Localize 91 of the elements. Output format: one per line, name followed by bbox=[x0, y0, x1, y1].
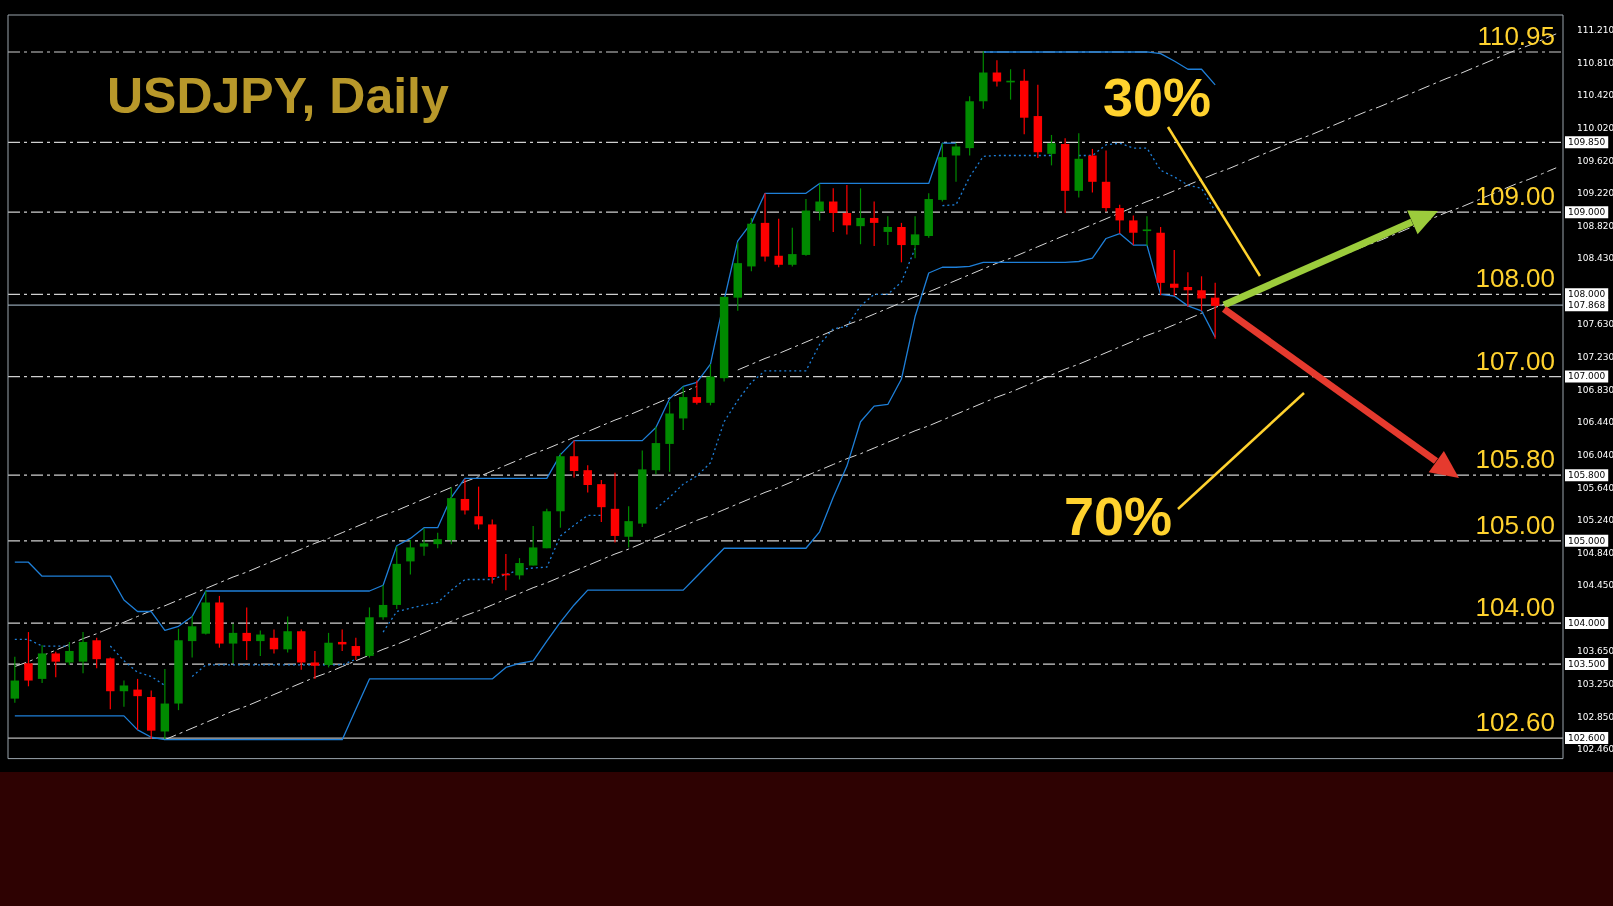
candlestick bbox=[1197, 275, 1206, 312]
candlestick bbox=[351, 637, 361, 661]
y-tick-label: 105.240 bbox=[1577, 515, 1613, 526]
candlestick bbox=[324, 632, 333, 668]
y-tick-label: 104.450 bbox=[1577, 580, 1613, 591]
candlestick bbox=[678, 385, 688, 431]
candlestick bbox=[883, 215, 893, 246]
y-tick-label: 105.640 bbox=[1577, 482, 1613, 493]
y-tick-label: 110.420 bbox=[1577, 89, 1613, 100]
ref-line-label: 105.000 bbox=[1568, 535, 1606, 546]
candlestick bbox=[119, 679, 129, 708]
y-tick-label: 102.460 bbox=[1577, 743, 1613, 754]
candlestick bbox=[515, 557, 524, 581]
candlestick bbox=[24, 631, 33, 687]
candlestick bbox=[78, 631, 88, 674]
y-tick-label: 108.430 bbox=[1577, 253, 1613, 264]
ref-line-label: 103.500 bbox=[1568, 658, 1606, 669]
annotation: 109.00 bbox=[1475, 181, 1555, 212]
y-tick-label: 109.220 bbox=[1577, 188, 1613, 199]
candlestick bbox=[51, 651, 60, 678]
candlestick bbox=[92, 637, 101, 669]
y-tick-label: 104.840 bbox=[1577, 548, 1613, 559]
candlestick bbox=[992, 59, 1002, 88]
candlestick bbox=[624, 505, 633, 549]
candlestick bbox=[406, 539, 415, 576]
candlestick bbox=[10, 656, 20, 704]
y-tick-label: 110.810 bbox=[1577, 57, 1613, 68]
candlestick bbox=[856, 187, 865, 245]
candlestick bbox=[569, 440, 579, 479]
annotation: 102.60 bbox=[1475, 707, 1555, 738]
candlestick bbox=[597, 479, 606, 523]
candlestick bbox=[774, 218, 783, 268]
y-tick-label: 103.250 bbox=[1577, 678, 1613, 689]
candlestick bbox=[65, 641, 74, 666]
candlestick bbox=[951, 142, 961, 183]
y-tick-label: 109.620 bbox=[1577, 155, 1613, 166]
candlestick bbox=[283, 615, 292, 654]
candlestick bbox=[1115, 204, 1124, 235]
candlestick bbox=[583, 464, 592, 493]
candlestick bbox=[474, 486, 483, 530]
y-tick-label: 107.630 bbox=[1577, 319, 1613, 330]
ref-line-label: 108.000 bbox=[1568, 289, 1606, 300]
candlestick bbox=[133, 678, 142, 731]
candlestick bbox=[1170, 249, 1179, 297]
annotation: 30% bbox=[1102, 66, 1212, 127]
candlestick bbox=[528, 525, 538, 567]
annotation: 104.00 bbox=[1475, 592, 1555, 623]
ref-line-label: 109.850 bbox=[1568, 137, 1606, 148]
candlestick bbox=[460, 478, 470, 516]
ref-line-label: 107.000 bbox=[1568, 371, 1606, 382]
candlestick bbox=[815, 182, 824, 222]
y-tick-label: 102.850 bbox=[1577, 711, 1613, 722]
ref-line-label: 104.000 bbox=[1568, 617, 1606, 628]
candlestick bbox=[869, 200, 879, 247]
candlestick bbox=[378, 584, 388, 621]
y-tick-label: 106.040 bbox=[1577, 449, 1613, 460]
candlestick bbox=[842, 184, 852, 235]
ref-line-label: 107.868 bbox=[1568, 300, 1606, 311]
candlestick bbox=[897, 222, 906, 263]
candlestick bbox=[788, 227, 797, 268]
candlestick bbox=[419, 527, 429, 557]
candlestick bbox=[269, 629, 279, 655]
y-tick-label: 107.230 bbox=[1577, 351, 1613, 362]
annotation: 107.00 bbox=[1475, 345, 1555, 376]
annotation: 70% bbox=[1063, 485, 1173, 546]
candlestick bbox=[829, 187, 838, 233]
candlestick bbox=[228, 623, 238, 664]
annotation: 105.00 bbox=[1475, 509, 1555, 540]
candlestick bbox=[1047, 134, 1056, 166]
candlestick bbox=[256, 629, 265, 657]
candlestick bbox=[310, 650, 320, 680]
candlestick bbox=[1129, 214, 1138, 246]
y-tick-label: 111.210 bbox=[1577, 24, 1613, 35]
y-tick-label: 106.440 bbox=[1577, 416, 1613, 427]
ref-line-label: 102.600 bbox=[1568, 732, 1606, 743]
y-tick-label: 106.830 bbox=[1577, 384, 1613, 395]
ref-line-label: 105.800 bbox=[1568, 469, 1606, 480]
annotation: 108.00 bbox=[1475, 263, 1555, 294]
y-tick-label: 110.020 bbox=[1577, 122, 1613, 133]
candlestick bbox=[692, 380, 702, 406]
ref-line-label: 109.000 bbox=[1568, 207, 1606, 218]
candlestick bbox=[910, 215, 920, 259]
text: USDJPY, Daily bbox=[107, 67, 450, 124]
y-tick-label: 108.820 bbox=[1577, 221, 1613, 232]
annotation: 105.80 bbox=[1475, 444, 1555, 475]
annotation: 110.95 bbox=[1477, 20, 1555, 51]
candlestick bbox=[1142, 215, 1152, 247]
candlestick bbox=[242, 606, 251, 661]
y-tick-label: 103.650 bbox=[1577, 646, 1613, 657]
candlestick bbox=[187, 615, 197, 659]
candlestick bbox=[1210, 282, 1220, 340]
